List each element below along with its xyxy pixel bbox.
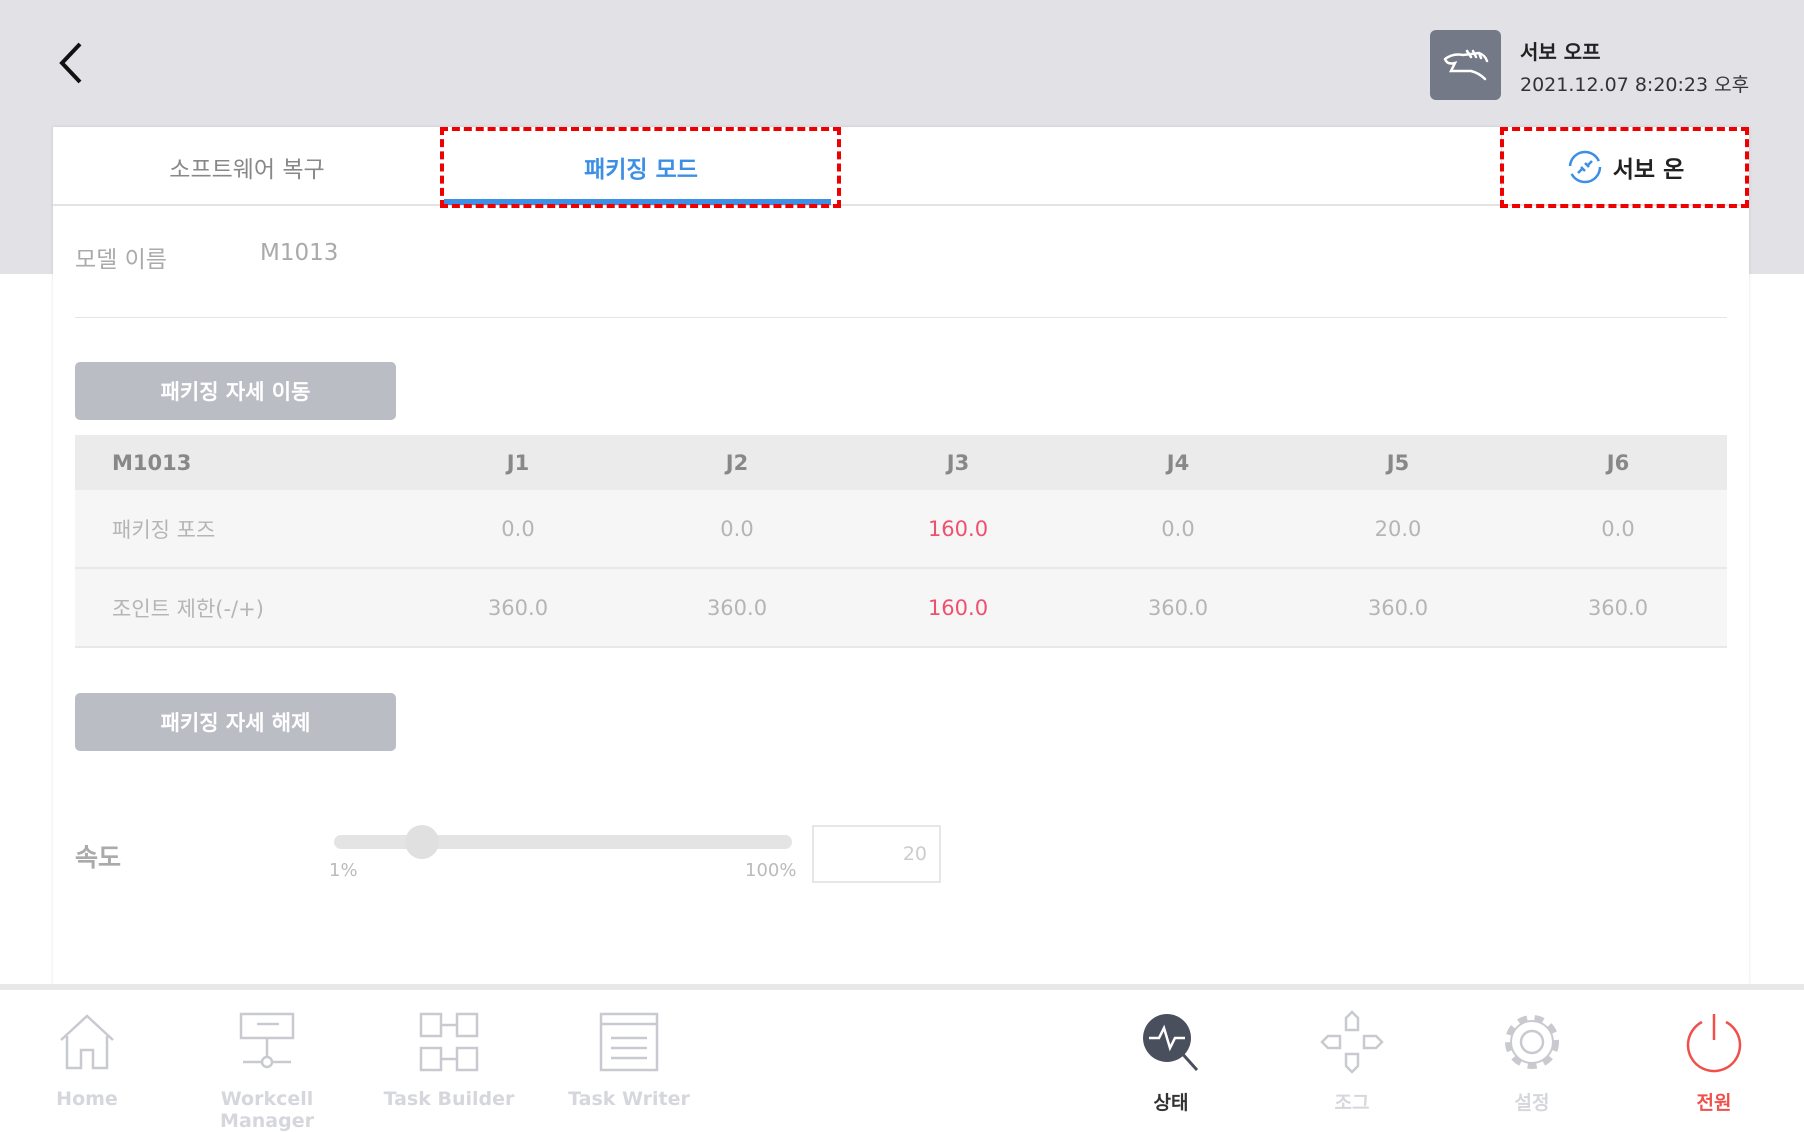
speed-slider-track[interactable] [334, 835, 792, 849]
servo-off-hand-icon [1430, 30, 1501, 100]
power-icon [1686, 1014, 1742, 1073]
active-tab-underline [444, 199, 831, 205]
nav-label: 설정 [1514, 1092, 1550, 1114]
nav-task-writer[interactable]: Task Writer [539, 1000, 719, 1120]
row-label: 패키징 포즈 [112, 517, 216, 542]
packaging-pose-release-button[interactable]: 패키징 자세 해제 [75, 693, 396, 751]
cell-j6: 360.0 [1587, 595, 1649, 620]
cell-j4: 360.0 [1147, 595, 1209, 620]
nav-task-builder[interactable]: Task Builder [359, 1000, 539, 1120]
cell-j4: 0.0 [1161, 516, 1195, 541]
back-button[interactable] [52, 38, 92, 88]
nav-label: Workcell Manager [220, 1088, 314, 1132]
speed-label: 속도 [75, 843, 122, 872]
workcell-icon [239, 1012, 295, 1069]
model-name-value: M1013 [260, 240, 339, 266]
header-model: M1013 [112, 450, 192, 475]
gear-icon [1505, 1015, 1559, 1069]
speed-slider-thumb[interactable] [404, 825, 439, 859]
highlight-box-packaging-tab [440, 127, 841, 208]
cell-j1: 0.0 [501, 516, 535, 541]
nav-label: Home [56, 1088, 118, 1110]
table-row-packaging-pose: 패키징 포즈 0.0 0.0 160.0 0.0 20.0 0.0 [75, 490, 1727, 569]
divider [75, 317, 1727, 318]
task-writer-icon [599, 1012, 659, 1072]
cell-j6: 0.0 [1601, 516, 1635, 541]
model-name-label: 모델 이름 [75, 247, 167, 273]
table-row-joint-limit: 조인트 제한(-/+) 360.0 360.0 160.0 360.0 360.… [75, 569, 1727, 648]
cell-j3: 160.0 [927, 595, 989, 620]
row-label: 조인트 제한(-/+) [112, 596, 264, 621]
tab-software-recovery[interactable]: 소프트웨어 복구 [53, 127, 441, 206]
packaging-pose-move-button[interactable]: 패키징 자세 이동 [75, 362, 396, 420]
tab-packaging-mode[interactable]: 패키징 모드 [441, 127, 841, 206]
tab-bar: 소프트웨어 복구 패키징 모드 서보 온 [53, 127, 1749, 206]
header-j3: J3 [946, 450, 970, 475]
nav-label: 상태 [1153, 1092, 1189, 1114]
header-j2: J2 [725, 450, 749, 475]
header-j6: J6 [1606, 450, 1630, 475]
tab-label: 패키징 모드 [584, 156, 698, 183]
nav-home[interactable]: Home [0, 1000, 177, 1120]
nav-status[interactable]: 상태 [1081, 1000, 1261, 1120]
home-icon [60, 1014, 114, 1070]
chevron-left-icon [59, 42, 82, 84]
nav-separator [0, 984, 1804, 990]
nav-label: 전원 [1696, 1092, 1732, 1114]
highlight-box-servo-on [1500, 127, 1749, 208]
status-monitor-icon [1143, 1014, 1199, 1072]
cell-j2: 0.0 [720, 516, 754, 541]
cell-j3: 160.0 [927, 516, 989, 541]
speed-input[interactable] [812, 825, 941, 883]
servo-connect-icon [1568, 150, 1601, 183]
nav-jog[interactable]: 조그 [1262, 1000, 1442, 1120]
header-j4: J4 [1166, 450, 1190, 475]
nav-workcell-manager[interactable]: Workcell Manager [177, 1000, 357, 1132]
nav-label: Task Builder [383, 1088, 515, 1110]
servo-on-button[interactable]: 서보 온 [1501, 127, 1749, 206]
header-j5: J5 [1386, 450, 1410, 475]
nav-label: Task Writer [568, 1088, 690, 1110]
tab-label: 서보 온 [1612, 156, 1685, 183]
nav-settings[interactable]: 설정 [1442, 1000, 1622, 1120]
packaging-table: M1013 J1 J2 J3 J4 J5 J6 패키징 포즈 0.0 0.0 1… [75, 435, 1727, 648]
cell-j5: 360.0 [1367, 595, 1429, 620]
servo-status-text: 서보 오프 [1520, 40, 1601, 64]
header-j1: J1 [506, 450, 530, 475]
nav-label: 조그 [1334, 1092, 1370, 1114]
cell-j5: 20.0 [1374, 516, 1422, 541]
cell-j2: 360.0 [706, 595, 768, 620]
task-builder-icon [419, 1012, 479, 1072]
nav-power[interactable]: 전원 [1624, 1000, 1804, 1120]
table-header: M1013 J1 J2 J3 J4 J5 J6 [75, 435, 1727, 490]
speed-min-label: 1% [329, 860, 358, 881]
tab-label: 소프트웨어 복구 [169, 156, 325, 183]
speed-max-label: 100% [745, 860, 797, 881]
jog-icon [1320, 1010, 1384, 1074]
datetime-text: 2021.12.07 8:20:23 오후 [1520, 74, 1750, 96]
cell-j1: 360.0 [487, 595, 549, 620]
